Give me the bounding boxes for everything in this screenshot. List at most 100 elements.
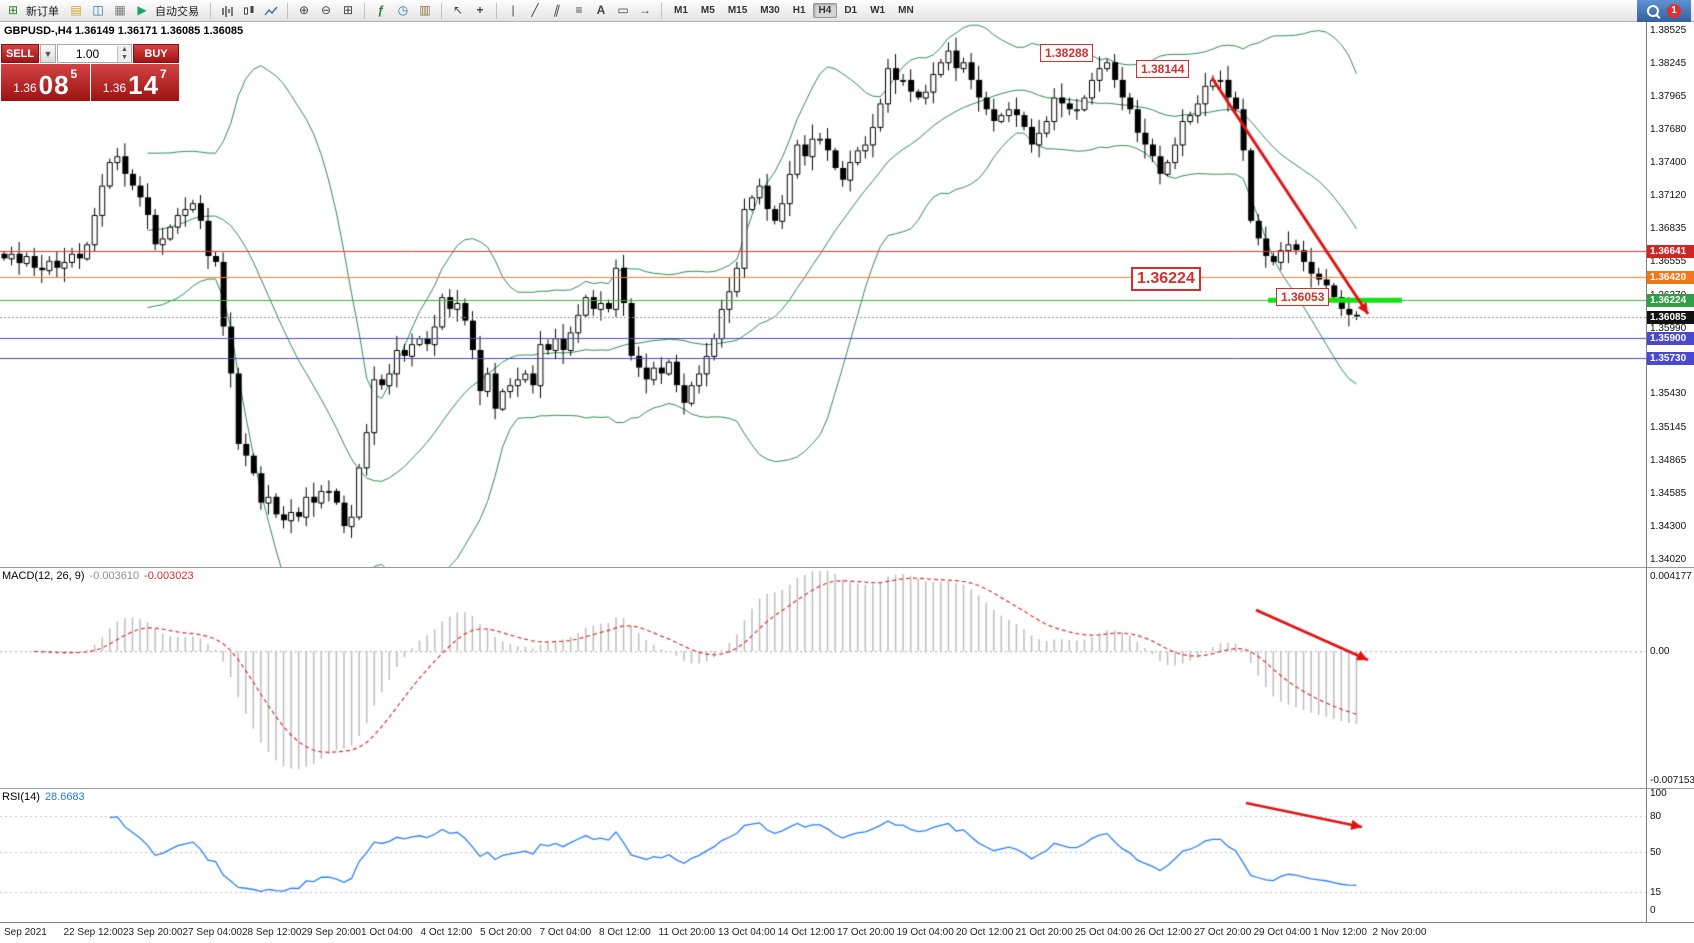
price-tag: 1.36224 [1647, 294, 1694, 308]
tf-button-W1[interactable]: W1 [870, 5, 886, 16]
tile-windows-icon[interactable]: ⊞ [342, 3, 354, 17]
time-label: 25 Oct 04:00 [1075, 927, 1133, 938]
tf-button-M1[interactable]: M1 [674, 5, 688, 16]
scale-label: 1.34300 [1650, 521, 1687, 533]
order-type-dropdown[interactable]: ▼ [40, 44, 56, 63]
autotrading-label[interactable]: 自动交易 [155, 5, 199, 18]
scale-label: 0.004177 [1650, 571, 1692, 582]
navigator-icon[interactable]: ▦ [114, 3, 126, 17]
scale-label: 1.34585 [1650, 487, 1687, 499]
tf-button-MN[interactable]: MN [898, 5, 914, 16]
time-label: 26 Oct 12:00 [1134, 927, 1192, 938]
toolbar: ⊞ 新订单 ▤ ◫ ▦ ▶ 自动交易 ⊕ ⊖ ⊞ ƒ ◷ ▥ ↖ + | ╱ ∥… [0, 0, 1694, 22]
vertical-line-icon[interactable]: | [511, 3, 515, 17]
time-axis[interactable]: Sep 2021 22 Sep 12:00 23 Sep 20:00 27 Sep 0… [0, 922, 1694, 943]
main-chart-canvas[interactable] [0, 22, 1646, 567]
cursor-icon[interactable]: ↖ [452, 3, 464, 17]
sell-button[interactable]: SELL [1, 44, 39, 63]
buy-price-pip: 7 [160, 67, 167, 81]
periods-icon[interactable]: ◷ [397, 3, 409, 17]
time-label: 21 Oct 20:00 [1015, 927, 1073, 938]
time-label: 1 Oct 04:00 [361, 927, 413, 938]
tf-button-D1[interactable]: D1 [844, 5, 858, 16]
notification-badge[interactable]: 1 [1667, 3, 1681, 18]
autotrading-icon[interactable]: ▶ [137, 3, 147, 17]
scale-label: 1.35430 [1650, 388, 1687, 400]
price-tag: 1.36641 [1647, 245, 1694, 259]
rsi-canvas[interactable] [0, 789, 1646, 922]
macd-label: MACD(12, 26, 9) -0.003610 -0.003023 [2, 570, 194, 582]
sell-price-pip: 5 [70, 67, 78, 81]
price-annotation: 1.38288 [1040, 44, 1094, 62]
time-label: 7 Oct 04:00 [539, 927, 592, 938]
channel-icon[interactable]: ∥ [552, 3, 563, 17]
scale-label: 0 [1650, 905, 1656, 916]
candlestick-chart-icon[interactable] [239, 1, 259, 20]
tf-button-H4[interactable]: H4 [812, 3, 838, 18]
price-panel: GBPUSD-,H4 1.36149 1.36171 1.36085 1.360… [0, 22, 1646, 567]
panel-divider[interactable] [0, 567, 1694, 568]
time-label: 29 Oct 04:00 [1253, 927, 1311, 938]
time-label: 11 Oct 20:00 [658, 927, 716, 938]
rsi-label: RSI(14) 28.6683 [2, 791, 85, 803]
sell-price-display[interactable]: 1.36 08 5 [1, 64, 90, 101]
zoom-out-icon[interactable]: ⊖ [320, 3, 332, 17]
new-order-icon[interactable]: ⊞ [7, 3, 19, 17]
time-label: 8 Oct 12:00 [599, 927, 651, 938]
time-label: 23 Sep 20:00 [123, 927, 183, 938]
crosshair-icon[interactable]: + [476, 3, 484, 17]
time-label: 27 Oct 20:00 [1194, 927, 1252, 938]
trendline-icon[interactable]: ╱ [531, 3, 539, 17]
toolbar-separator [496, 2, 497, 19]
scale-label: 1.37680 [1650, 124, 1687, 136]
time-label: 2 Nov 20:00 [1372, 927, 1427, 938]
tf-button-M5[interactable]: M5 [700, 5, 715, 16]
scale-label: 0.00 [1650, 646, 1670, 658]
time-label: 19 Oct 04:00 [896, 927, 954, 938]
tf-button-M15[interactable]: M15 [727, 5, 748, 16]
chart-profile-icon[interactable]: ▤ [70, 3, 82, 17]
price-annotation: 1.36053 [1276, 288, 1330, 306]
scale-label: 1.34020 [1650, 554, 1687, 565]
rsi-panel: RSI(14) 28.6683 [0, 789, 1646, 922]
macd-canvas[interactable] [0, 568, 1646, 788]
line-chart-icon[interactable] [261, 1, 281, 20]
fibonacci-icon[interactable]: ≡ [575, 3, 583, 17]
time-label: 20 Oct 12:00 [956, 927, 1014, 938]
text-icon[interactable]: A [596, 3, 606, 17]
tf-button-M30[interactable]: M30 [760, 5, 780, 16]
time-label: 17 Oct 20:00 [837, 927, 895, 938]
buy-button[interactable]: BUY [133, 44, 179, 63]
tf-button-H1[interactable]: H1 [792, 5, 806, 16]
scale-label: 80 [1650, 811, 1662, 823]
arrows-tool-icon[interactable]: → [639, 3, 651, 17]
text-label-icon[interactable]: ▭ [617, 3, 629, 17]
time-label: 4 Oct 12:00 [420, 927, 473, 938]
time-label: Sep 2021 [4, 927, 47, 938]
volume-input[interactable]: 1.00 ▲ ▼ [57, 44, 132, 63]
scale-label: 1.35145 [1650, 421, 1687, 433]
volume-spinner[interactable]: ▲ ▼ [117, 45, 131, 62]
toolbar-separator [441, 2, 442, 19]
scale-label: 1.35990 [1650, 322, 1687, 334]
search-icon[interactable] [1647, 4, 1659, 17]
scale-label: 1.36555 [1650, 256, 1687, 268]
templates-icon[interactable]: ▥ [419, 3, 431, 17]
indicators-icon[interactable]: ƒ [377, 3, 385, 17]
time-label: 1 Nov 12:00 [1313, 927, 1367, 938]
market-watch-icon[interactable]: ◫ [92, 3, 104, 17]
buy-price-display[interactable]: 1.36 14 7 [90, 64, 179, 101]
panel-divider[interactable] [0, 788, 1694, 789]
scale-label: 1.37120 [1650, 189, 1687, 201]
new-order-label[interactable]: 新订单 [26, 5, 59, 18]
scale-label: 100 [1650, 788, 1667, 799]
price-scale[interactable]: 1.38525 1.38245 1.37965 1.37680 1.37400 1.371… [1647, 22, 1694, 922]
price-tag: 1.36420 [1647, 271, 1694, 285]
zoom-in-icon[interactable]: ⊕ [298, 3, 310, 17]
bar-chart-icon[interactable] [217, 1, 237, 20]
one-click-trading-panel: SELL ▼ 1.00 ▲ ▼ BUY 1.36 08 5 1.36 14 7 [1, 44, 179, 101]
price-annotation: 1.38144 [1136, 60, 1190, 78]
buy-price-prefix: 1.36 [102, 81, 127, 95]
price-tag: 1.35730 [1647, 352, 1694, 366]
